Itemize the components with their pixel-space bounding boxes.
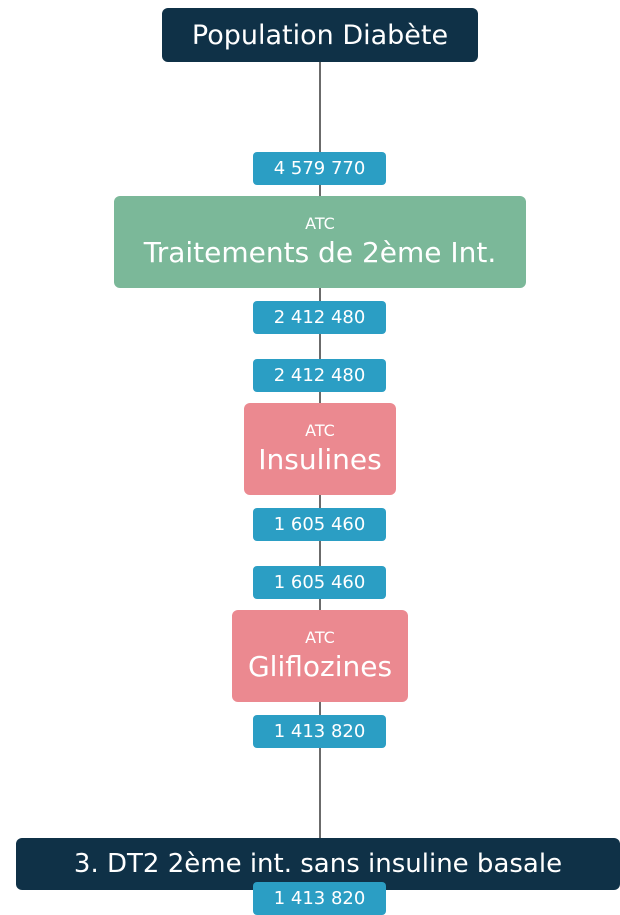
- step-category: ATC: [305, 628, 335, 647]
- step-node: ATC Gliflozines: [232, 610, 408, 702]
- count-badge: 1 413 820: [253, 715, 386, 748]
- step-node: ATC Traitements de 2ème Int.: [114, 196, 526, 288]
- count-badge: 1 413 820: [253, 882, 386, 915]
- root-node: Population Diabète: [162, 8, 478, 62]
- count-badge: 4 579 770: [253, 152, 386, 185]
- step-category: ATC: [305, 421, 335, 440]
- step-label: Traitements de 2ème Int.: [143, 236, 497, 269]
- step-node: ATC Insulines: [244, 403, 396, 495]
- count-badge: 2 412 480: [253, 359, 386, 392]
- step-label: Insulines: [258, 443, 382, 476]
- result-node: 3. DT2 2ème int. sans insuline basale: [16, 838, 620, 890]
- count-badge: 1 605 460: [253, 508, 386, 541]
- step-label: Gliflozines: [247, 650, 393, 683]
- step-category: ATC: [305, 214, 335, 233]
- count-badge: 1 605 460: [253, 566, 386, 599]
- count-badge: 2 412 480: [253, 301, 386, 334]
